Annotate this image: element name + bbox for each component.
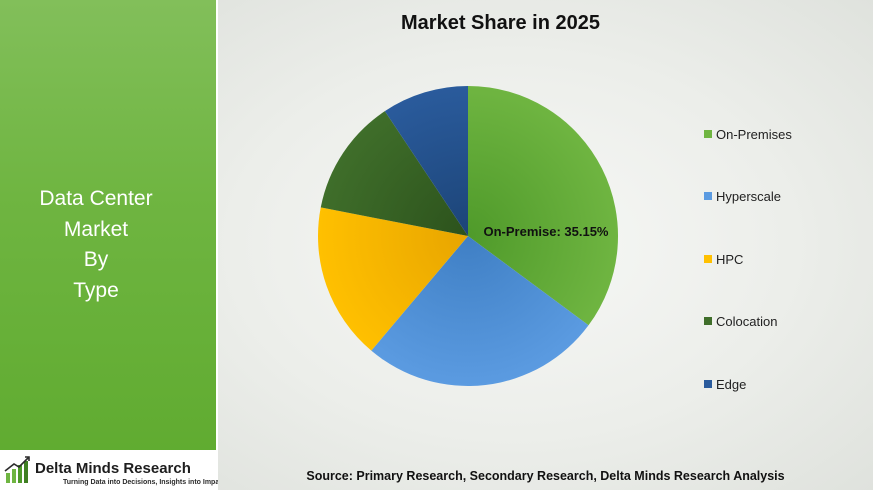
legend-label: Edge	[716, 377, 747, 392]
logo-tagline: Turning Data into Decisions, Insights in…	[63, 479, 226, 486]
legend-label: Colocation	[716, 314, 778, 329]
legend-swatch	[704, 192, 712, 200]
pie-chart: On-Premise: 35.15%	[318, 86, 619, 387]
side-title-line: Type	[73, 278, 119, 302]
chart-title: Market Share in 2025	[401, 12, 600, 34]
legend-label: Hyperscale	[716, 189, 782, 204]
legend-swatch	[704, 317, 712, 325]
side-title-line: Data Center	[39, 187, 153, 210]
legend-item-colocation: Colocation	[704, 314, 777, 329]
legend-swatch	[704, 255, 712, 263]
bar-chart-arrow-icon	[4, 456, 30, 483]
legend-label: On-Premises	[716, 127, 792, 142]
data-label-on-premises: On-Premise: 35.15%	[483, 224, 608, 239]
logo: Delta Minds Research Turning Data into D…	[0, 450, 225, 490]
side-panel: Data Center Market By Type Delta Minds R…	[0, 0, 225, 490]
pie-slice-colocation	[320, 111, 468, 236]
legend-label: HPC	[716, 252, 744, 267]
pie-slice-on-premises	[468, 86, 619, 326]
legend-item-hpc: HPC	[704, 252, 743, 267]
legend-swatch	[704, 130, 712, 138]
side-title-line: By	[83, 248, 109, 271]
legend-item-on-premises: On-Premises	[704, 127, 792, 142]
source-note: Source: Primary Research, Secondary Rese…	[306, 469, 785, 483]
legend-item-edge: Edge	[704, 377, 746, 392]
pie-slice-hpc	[318, 207, 468, 351]
pie-slices	[318, 86, 619, 387]
pie-slice-edge	[384, 86, 468, 236]
logo-name: Delta Minds Research	[35, 460, 191, 477]
side-title-line: Market	[63, 217, 129, 241]
legend-swatch	[704, 380, 712, 388]
pie-slice-hyperscale	[371, 236, 589, 387]
legend-item-hyperscale: Hyperscale	[704, 189, 781, 204]
side-panel-title: Data Center Market By Type	[0, 184, 192, 306]
